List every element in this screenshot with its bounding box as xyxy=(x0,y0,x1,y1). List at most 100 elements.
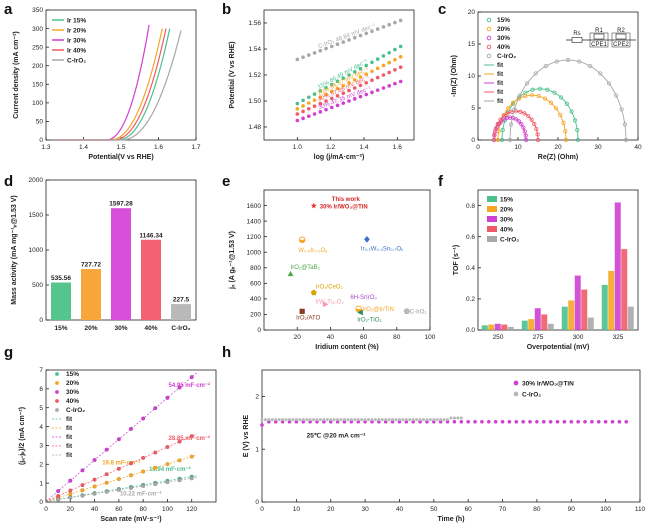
eis-point xyxy=(519,122,524,127)
y-axis-label: Mass activity (mA mg⁻¹ᵢᵣ@1.53 V) xyxy=(11,195,18,305)
stability-point xyxy=(277,418,281,422)
stability-point xyxy=(535,419,539,424)
stability-point xyxy=(370,418,374,422)
literature-point xyxy=(364,236,370,243)
stability-point xyxy=(342,418,346,422)
stability-point xyxy=(583,419,587,424)
stability-point xyxy=(438,419,443,424)
stability-point xyxy=(548,419,553,424)
cdl-point xyxy=(141,455,146,460)
y-tick-label: 5 xyxy=(471,105,475,112)
tafel-point xyxy=(307,95,311,100)
y-tick-label: 300 xyxy=(32,26,43,33)
y-tick-label: 0 xyxy=(39,137,43,144)
this-work-sample-label: 30% Ir/WO₃@TiN xyxy=(320,204,368,210)
tof-bar xyxy=(521,320,528,330)
stability-point xyxy=(418,419,422,424)
y-tick-label: 250 xyxy=(32,44,43,51)
tafel-point xyxy=(335,79,340,84)
tafel-point xyxy=(381,25,386,29)
cdl-point xyxy=(165,480,170,485)
legend-label: 20% xyxy=(66,380,79,387)
tafel-point xyxy=(341,76,346,80)
eis-point xyxy=(529,117,534,122)
cdl-value-label: 28.85 mF·cm⁻² xyxy=(169,435,211,442)
stability-point xyxy=(480,419,484,424)
circuit-label: CPE2 xyxy=(613,42,629,48)
stability-point xyxy=(267,418,271,422)
literature-point xyxy=(287,270,294,277)
tafel-point xyxy=(335,94,340,98)
y-tick-label: 15 xyxy=(468,41,476,48)
eis-point xyxy=(545,87,550,92)
tafel-point xyxy=(341,40,346,44)
plot-frame xyxy=(263,189,431,331)
tafel-point xyxy=(329,105,334,110)
cdl-point xyxy=(104,489,109,494)
stability-point xyxy=(404,418,408,422)
legend-label: 15% xyxy=(66,371,79,378)
panel-label: b xyxy=(222,1,231,18)
y-tick-label: 2 xyxy=(255,394,259,401)
tafel-point xyxy=(375,57,380,61)
stability-point xyxy=(383,419,388,424)
bar-value-label: 1146.34 xyxy=(139,232,163,239)
tafel-point xyxy=(329,96,334,101)
tafel-point xyxy=(387,84,391,88)
panel-d: d 0 500 1000 1500 2000 Mass activity (mA mg⁻¹ᵢ… xyxy=(4,173,197,332)
literature-label: W₀.₅Ir₀.₅Oᵧ xyxy=(298,248,327,254)
tafel-point xyxy=(364,81,369,85)
stability-point xyxy=(301,418,305,422)
stability-point xyxy=(569,419,574,424)
y-tick-label: 400 xyxy=(250,296,261,303)
stability-point xyxy=(415,418,419,422)
literature-label: IrW₂Ti₃₀O₂ xyxy=(315,299,344,305)
mass-activity-bar xyxy=(141,239,161,320)
tafel-point xyxy=(364,92,369,97)
stability-point xyxy=(380,418,384,422)
x-axis-label: log (j/mA·cm⁻²) xyxy=(314,154,365,161)
x-tick-label: 10 xyxy=(514,144,522,151)
eis-point xyxy=(524,81,530,86)
x-tick-label: 1.2 xyxy=(326,144,335,151)
tafel-point xyxy=(364,31,369,36)
lsv-curve xyxy=(53,28,167,141)
tafel-point xyxy=(312,104,317,108)
legend-swatch xyxy=(487,226,497,232)
stability-point xyxy=(336,418,340,422)
y-tick-label: 2000 xyxy=(29,177,44,184)
stability-point xyxy=(397,419,402,424)
tafel-point xyxy=(318,48,323,53)
stability-point xyxy=(500,419,505,424)
tafel-point xyxy=(347,99,351,103)
tafel-point xyxy=(318,95,323,100)
tafel-point xyxy=(301,104,305,108)
legend-label: 15% xyxy=(497,17,510,24)
legend-swatch xyxy=(55,399,59,403)
stability-point xyxy=(349,418,353,422)
x-axis-label: Time (h) xyxy=(437,516,464,523)
tafel-point xyxy=(312,92,317,96)
cdl-point xyxy=(153,482,158,487)
eis-point xyxy=(505,106,511,111)
tafel-point xyxy=(324,92,328,97)
legend-label: 20% xyxy=(497,26,510,33)
x-tick-label: 40 xyxy=(396,506,404,513)
stability-point xyxy=(391,418,395,422)
cdl-point xyxy=(189,454,194,459)
stability-point xyxy=(332,418,336,422)
tof-bar xyxy=(507,326,514,330)
y-tick-label: 150 xyxy=(32,81,43,88)
tof-bar xyxy=(541,314,548,330)
cdl-point xyxy=(128,485,134,490)
tafel-point xyxy=(329,82,334,87)
eis-point xyxy=(493,126,498,132)
mass-activity-bar xyxy=(111,208,131,320)
eis-point xyxy=(523,137,529,143)
x-category-label: 275 xyxy=(533,334,544,341)
y-tick-label: 600 xyxy=(250,281,261,288)
stability-point xyxy=(353,418,357,422)
cdl-point xyxy=(189,375,194,380)
y-tick-label: 200 xyxy=(250,312,261,319)
